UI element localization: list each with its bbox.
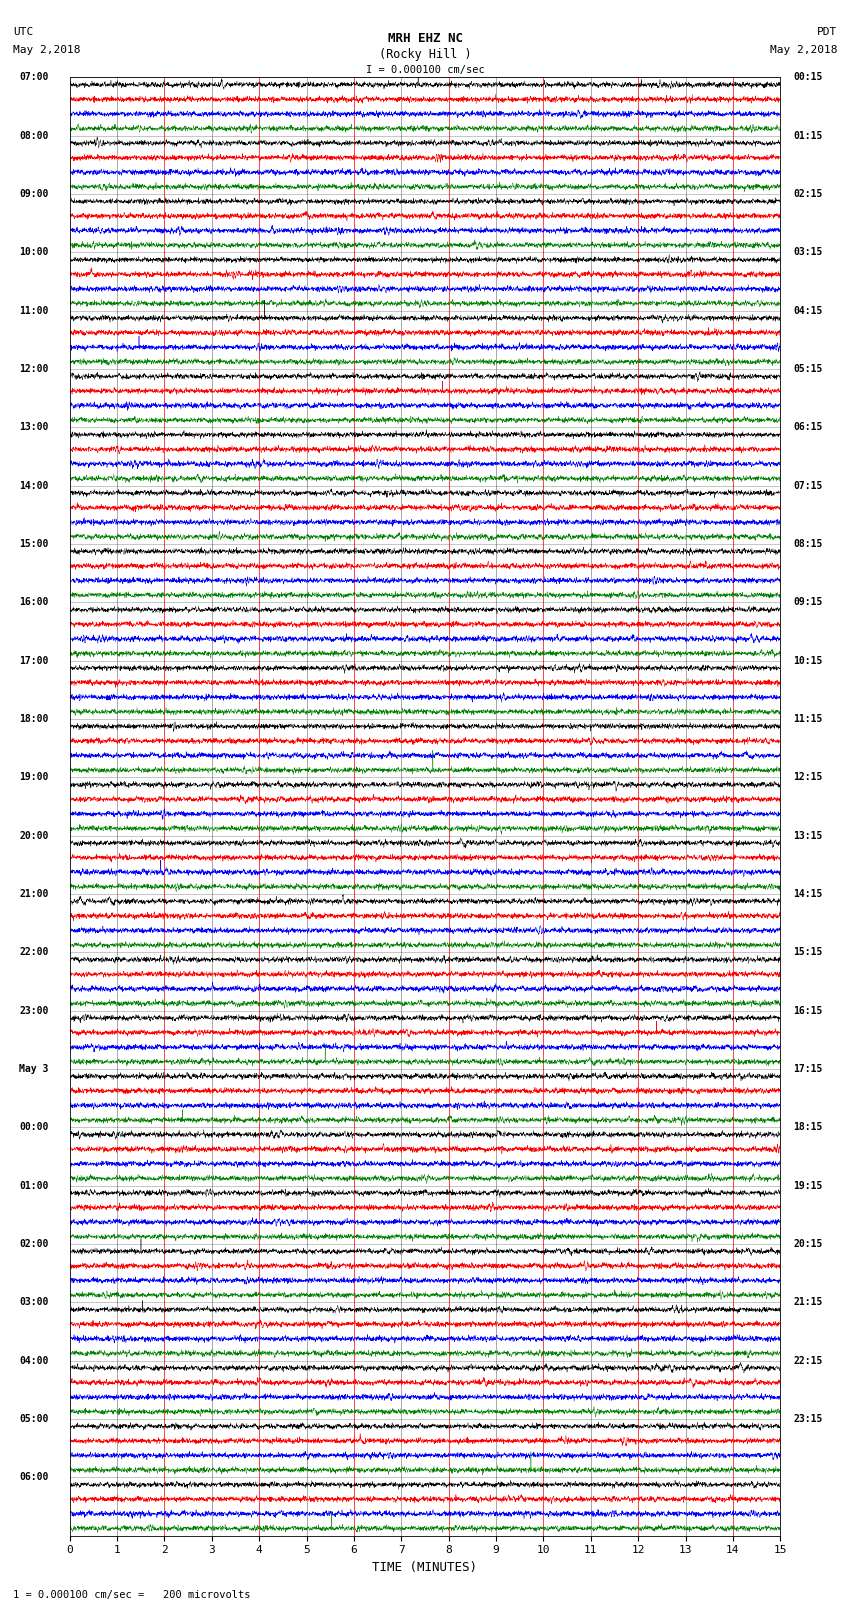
Text: 21:15: 21:15 [794,1297,823,1307]
Text: 12:15: 12:15 [794,773,823,782]
Text: (Rocky Hill ): (Rocky Hill ) [379,48,471,61]
Text: 11:00: 11:00 [19,306,48,316]
Text: 02:15: 02:15 [794,189,823,198]
Text: 22:00: 22:00 [19,947,48,957]
Text: I = 0.000100 cm/sec: I = 0.000100 cm/sec [366,65,484,74]
Text: 00:00: 00:00 [19,1123,48,1132]
Text: MRH EHZ NC: MRH EHZ NC [388,32,462,45]
Text: 14:15: 14:15 [794,889,823,898]
Text: 19:15: 19:15 [794,1181,823,1190]
Text: 18:15: 18:15 [794,1123,823,1132]
Text: 06:00: 06:00 [19,1473,48,1482]
Text: 03:00: 03:00 [19,1297,48,1307]
Text: May 3: May 3 [19,1065,48,1074]
Text: 14:00: 14:00 [19,481,48,490]
Text: May 2,2018: May 2,2018 [770,45,837,55]
Text: 04:00: 04:00 [19,1355,48,1366]
Text: 20:15: 20:15 [794,1239,823,1248]
Text: 09:15: 09:15 [794,597,823,608]
Text: 23:15: 23:15 [794,1415,823,1424]
Text: 23:00: 23:00 [19,1005,48,1016]
Text: 06:15: 06:15 [794,423,823,432]
Text: 12:00: 12:00 [19,365,48,374]
Text: 21:00: 21:00 [19,889,48,898]
X-axis label: TIME (MINUTES): TIME (MINUTES) [372,1561,478,1574]
Text: 08:00: 08:00 [19,131,48,140]
Text: 07:15: 07:15 [794,481,823,490]
Text: 03:15: 03:15 [794,247,823,258]
Text: 22:15: 22:15 [794,1355,823,1366]
Text: 16:15: 16:15 [794,1005,823,1016]
Text: 00:15: 00:15 [794,73,823,82]
Text: 05:15: 05:15 [794,365,823,374]
Text: 17:15: 17:15 [794,1065,823,1074]
Text: 18:00: 18:00 [19,715,48,724]
Text: May 2,2018: May 2,2018 [13,45,80,55]
Text: 19:00: 19:00 [19,773,48,782]
Text: 10:00: 10:00 [19,247,48,258]
Text: 01:15: 01:15 [794,131,823,140]
Text: 13:00: 13:00 [19,423,48,432]
Text: PDT: PDT [817,27,837,37]
Text: 05:00: 05:00 [19,1415,48,1424]
Text: 15:00: 15:00 [19,539,48,548]
Text: 11:15: 11:15 [794,715,823,724]
Text: UTC: UTC [13,27,33,37]
Text: 20:00: 20:00 [19,831,48,840]
Text: 13:15: 13:15 [794,831,823,840]
Text: 16:00: 16:00 [19,597,48,608]
Text: 1 = 0.000100 cm/sec =   200 microvolts: 1 = 0.000100 cm/sec = 200 microvolts [13,1590,250,1600]
Text: 02:00: 02:00 [19,1239,48,1248]
Text: 17:00: 17:00 [19,656,48,666]
Text: 10:15: 10:15 [794,656,823,666]
Text: 09:00: 09:00 [19,189,48,198]
Text: 15:15: 15:15 [794,947,823,957]
Text: 01:00: 01:00 [19,1181,48,1190]
Text: 04:15: 04:15 [794,306,823,316]
Text: 08:15: 08:15 [794,539,823,548]
Text: 07:00: 07:00 [19,73,48,82]
